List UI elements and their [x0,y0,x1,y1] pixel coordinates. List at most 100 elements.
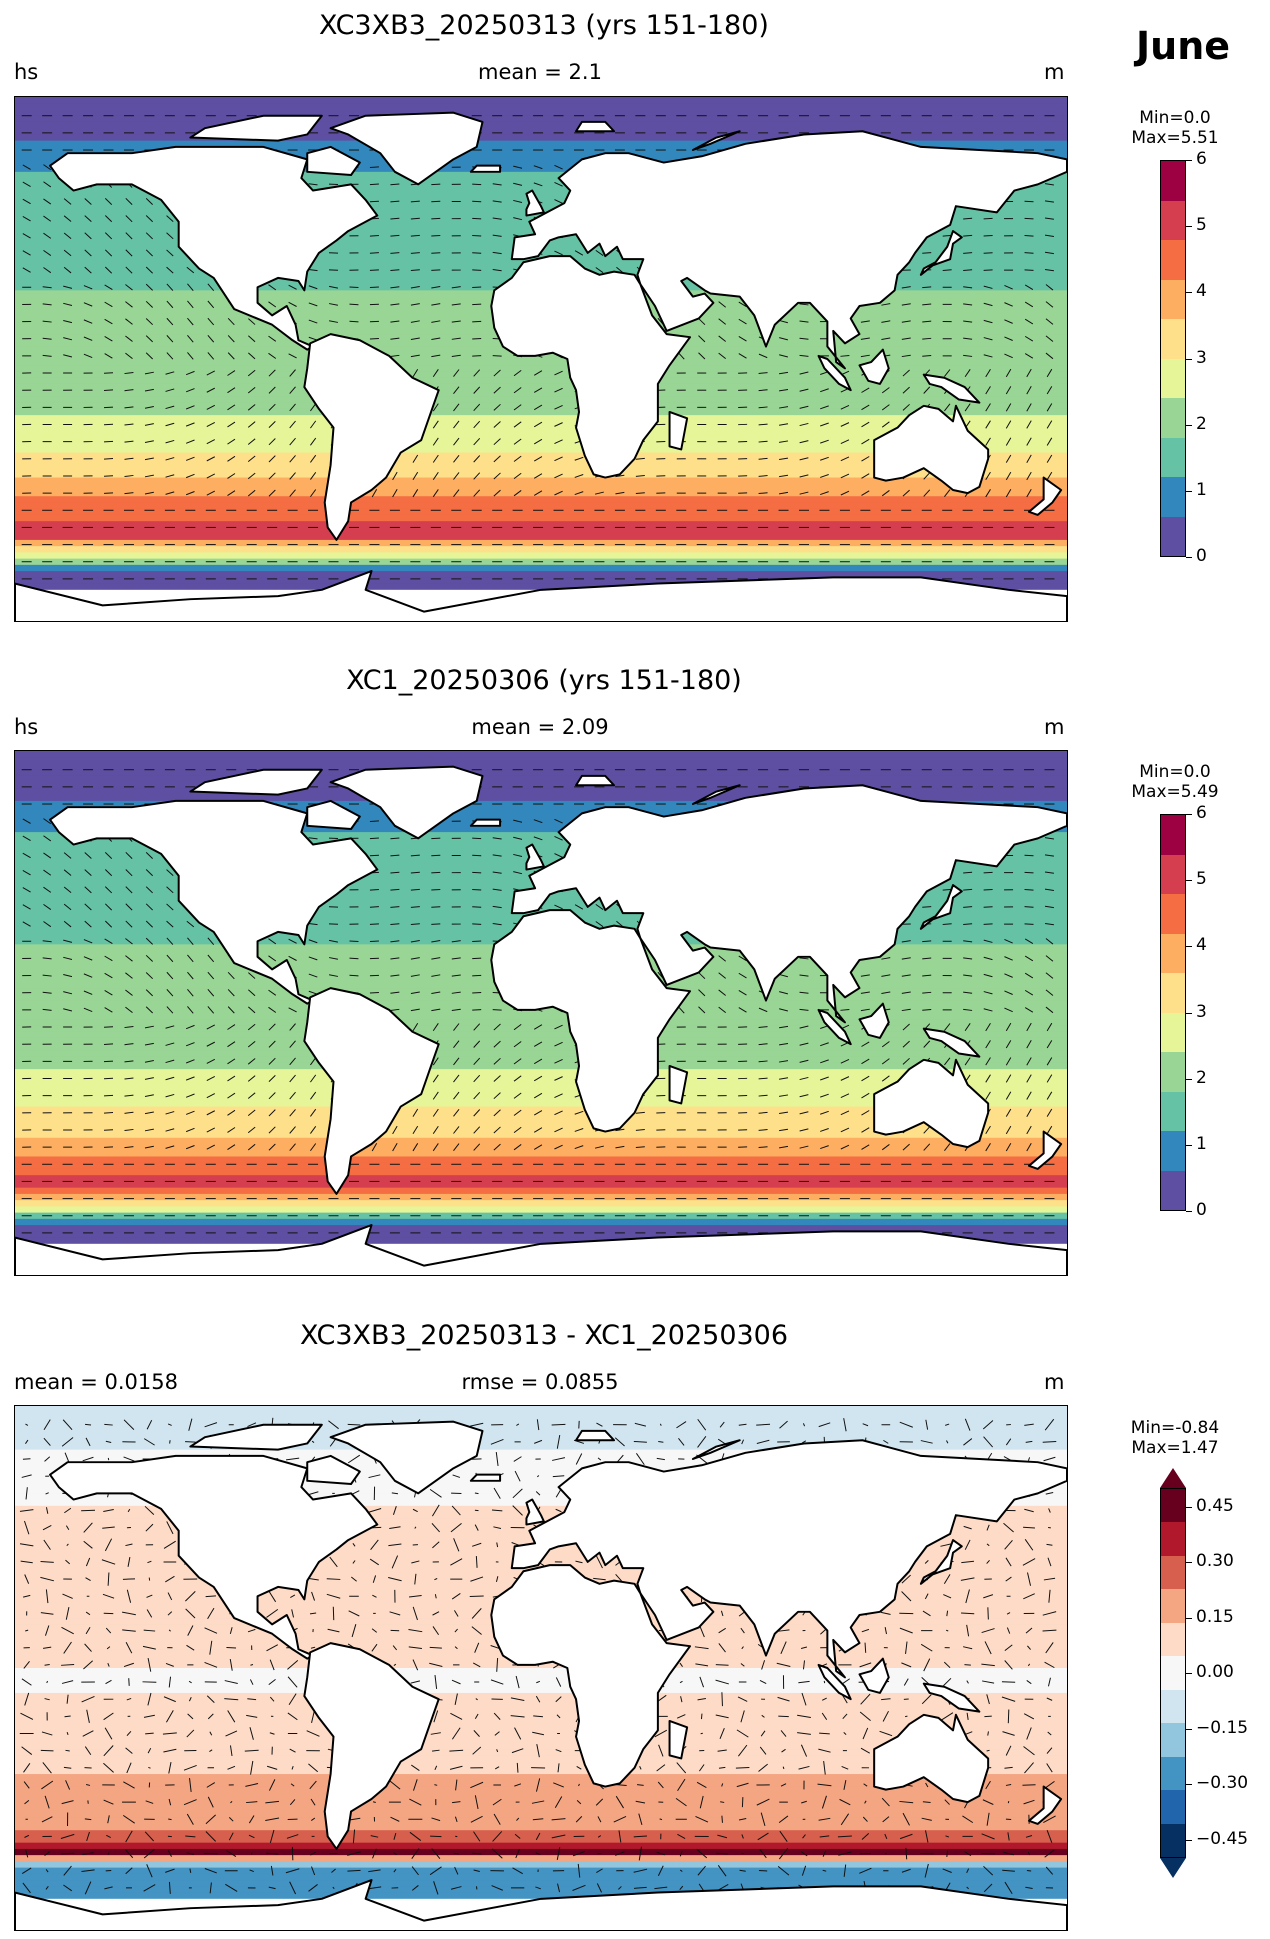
field-band [15,1680,1067,1688]
wave-direction-vector [758,389,768,392]
wave-direction-vector [881,387,890,394]
wave-direction-vector [286,1834,299,1839]
wave-direction-vector [1046,1829,1053,1843]
colorbar-segment [1161,161,1185,201]
wave-direction-vector [265,1800,280,1804]
wave-direction-vector [22,1882,31,1894]
wave-direction-vector [1004,1007,1013,1013]
wave-direction-vector [986,1559,990,1564]
wave-direction-vector [922,354,932,357]
wave-direction-vector [532,1731,545,1736]
wave-direction-vector [1006,1612,1011,1615]
wave-direction-vector [103,1129,114,1131]
wave-direction-vector [268,1590,277,1603]
landmass [303,333,440,541]
wave-direction-vector [209,1731,213,1736]
wave-direction-vector [799,371,809,375]
wave-direction-vector [492,922,502,926]
wave-direction-vector [1004,302,1013,307]
field-band [15,1449,1067,1457]
wave-direction-vector [944,1023,951,1031]
wave-direction-vector [799,303,809,306]
wave-direction-vector [737,1696,748,1702]
wave-direction-vector [186,1813,194,1825]
field-band [15,1855,1067,1862]
mean-label: mean = 2.09 [471,715,609,739]
wave-direction-vector [554,1796,563,1809]
wave-direction-vector [449,1749,464,1752]
wave-direction-vector [799,405,809,409]
colorbar-tick-mark [1186,358,1192,360]
wave-direction-vector [820,1145,829,1150]
wave-direction-vector [799,422,809,427]
field-band [15,1724,1067,1731]
wave-direction-vector [472,217,482,220]
wave-direction-vector [758,353,768,359]
wave-direction-vector [410,234,420,237]
wave-direction-vector [266,1608,279,1618]
wave-direction-vector [248,972,256,979]
wave-direction-vector [84,232,92,240]
wave-direction-vector [390,183,400,186]
wave-direction-vector [758,1007,768,1013]
field-band [15,1200,1067,1207]
wave-direction-vector [574,250,584,256]
wave-direction-vector [43,1646,52,1649]
wave-direction-vector [1005,1057,1012,1066]
wave-direction-vector [899,1421,913,1428]
wave-direction-vector [411,1764,420,1771]
wave-direction-vector [145,903,153,911]
wave-direction-vector [40,1576,55,1582]
wave-direction-vector [209,1749,213,1752]
wave-direction-vector [922,957,932,960]
wave-direction-vector [22,215,31,222]
wave-direction-vector [185,1024,195,1030]
wave-direction-vector [410,252,420,254]
wave-direction-vector [42,337,52,340]
wave-direction-vector [43,249,52,256]
wave-direction-vector [942,923,952,925]
wave-direction-vector [740,1710,745,1723]
wave-direction-vector [901,1591,912,1602]
wave-direction-vector [513,1144,522,1151]
wave-direction-vector [103,1094,114,1097]
wave-direction-vector [265,1817,280,1822]
wave-direction-vector [758,475,768,477]
wave-direction-vector [185,1145,195,1150]
wave-direction-vector [922,991,932,994]
wave-direction-vector [391,1492,399,1495]
wave-direction-vector [943,1574,951,1585]
wave-direction-vector [883,1439,889,1444]
wave-direction-vector [593,1577,606,1581]
landmass [490,255,692,479]
wave-direction-vector [124,1060,134,1063]
wave-direction-vector [289,489,296,497]
wave-direction-vector [574,491,584,496]
unit-label: m [1044,715,1065,739]
wave-direction-vector [42,320,52,323]
wave-direction-vector [289,1091,296,1100]
colorbar-segment [1161,1489,1185,1523]
wave-direction-vector [310,1798,316,1806]
wave-direction-vector [677,1778,686,1792]
wave-direction-vector [716,1852,729,1855]
wave-direction-vector [1026,1142,1032,1152]
wave-direction-vector [964,1023,971,1032]
wave-direction-vector [799,440,809,444]
wave-direction-vector [1001,1696,1016,1702]
wave-direction-vector [779,457,789,461]
wave-direction-vector [103,372,114,374]
field-band [15,1873,1067,1881]
wave-direction-vector [187,1006,194,1014]
wave-direction-vector [694,1646,709,1650]
wave-direction-vector [147,1692,152,1706]
wave-direction-vector [779,474,789,478]
wave-direction-vector [44,1851,51,1856]
wave-direction-vector [229,1745,233,1756]
wave-direction-vector [204,1422,218,1428]
wave-direction-vector [61,1626,74,1635]
wave-direction-vector [268,1074,276,1083]
wave-direction-vector [308,302,318,307]
wave-direction-vector [634,1886,647,1889]
wave-direction-vector [985,386,991,395]
